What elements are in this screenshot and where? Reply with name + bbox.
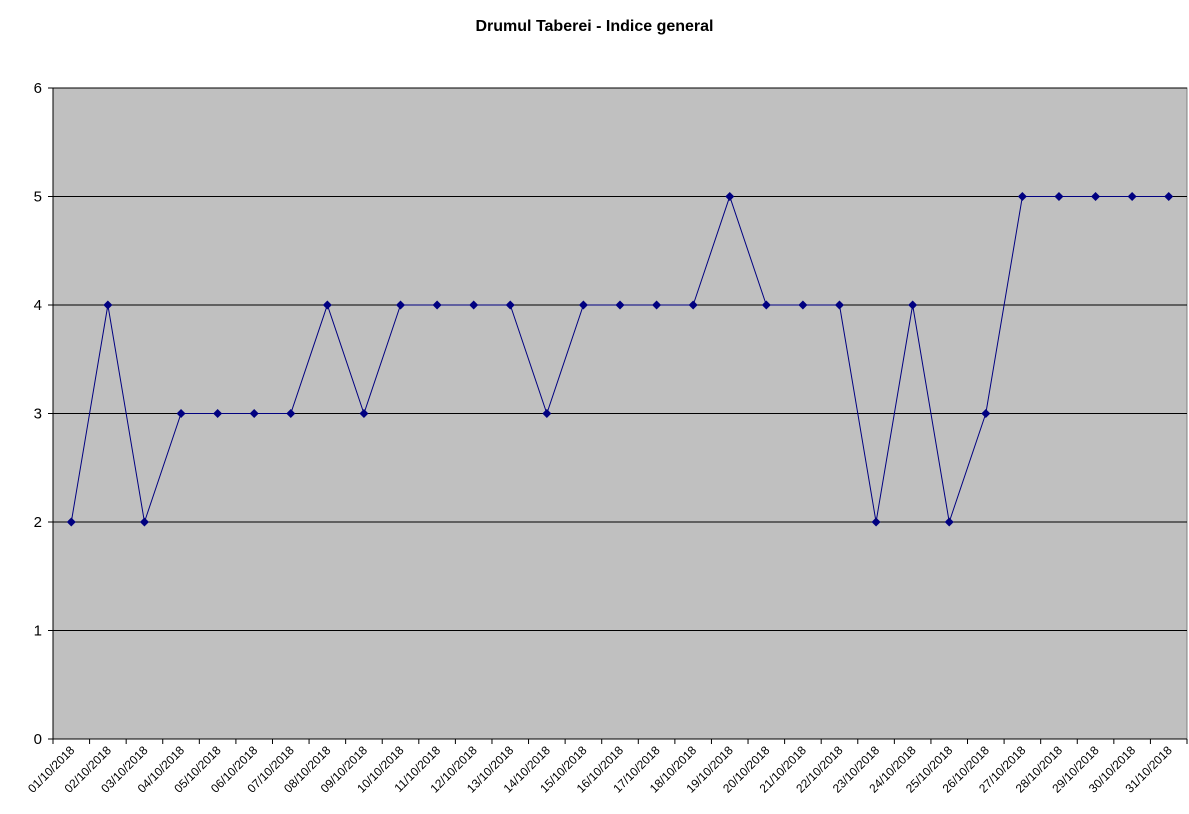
data-point-marker bbox=[432, 300, 442, 310]
data-point-marker bbox=[725, 192, 735, 201]
data-point-marker bbox=[688, 300, 698, 310]
data-point-marker bbox=[578, 300, 588, 310]
y-tick-label: 6 bbox=[34, 80, 42, 97]
data-point-marker bbox=[1054, 192, 1064, 201]
y-tick-label: 3 bbox=[34, 406, 42, 423]
data-point-marker bbox=[1017, 192, 1027, 201]
data-point-marker bbox=[359, 409, 369, 418]
data-point-marker bbox=[542, 409, 552, 418]
data-point-marker bbox=[908, 300, 918, 310]
x-axis-ticks: 01/10/201802/10/201803/10/201804/10/2018… bbox=[25, 739, 1188, 796]
data-point-marker bbox=[798, 300, 808, 310]
gridlines bbox=[53, 87, 1187, 631]
data-point-marker bbox=[103, 300, 113, 310]
data-point-marker bbox=[981, 409, 991, 418]
data-point-marker bbox=[176, 409, 186, 418]
series-markers bbox=[66, 192, 1174, 527]
data-point-marker bbox=[322, 300, 332, 310]
data-point-marker bbox=[1127, 192, 1137, 201]
data-point-marker bbox=[286, 409, 296, 418]
y-tick-label: 0 bbox=[34, 731, 42, 748]
data-point-marker bbox=[944, 517, 954, 527]
data-point-marker bbox=[652, 300, 662, 310]
data-point-marker bbox=[761, 300, 771, 310]
data-point-marker bbox=[505, 300, 515, 310]
data-point-marker bbox=[396, 300, 406, 310]
y-tick-label: 1 bbox=[34, 623, 42, 640]
data-point-marker bbox=[1091, 192, 1101, 201]
data-point-marker bbox=[1164, 192, 1174, 201]
data-point-marker bbox=[615, 300, 625, 310]
data-point-marker bbox=[66, 517, 76, 527]
data-point-marker bbox=[139, 517, 149, 527]
y-axis-ticks: 0 1 2 3 4 5 6 bbox=[34, 80, 53, 748]
data-point-marker bbox=[249, 409, 259, 418]
data-point-marker bbox=[871, 517, 881, 527]
y-tick-label: 2 bbox=[34, 514, 42, 531]
data-point-marker bbox=[213, 409, 223, 418]
data-point-marker bbox=[834, 300, 844, 310]
y-tick-label: 5 bbox=[34, 189, 42, 206]
y-tick-label: 4 bbox=[34, 297, 42, 314]
chart-title: Drumul Taberei - Indice general bbox=[475, 18, 714, 35]
data-point-marker bbox=[469, 300, 479, 310]
